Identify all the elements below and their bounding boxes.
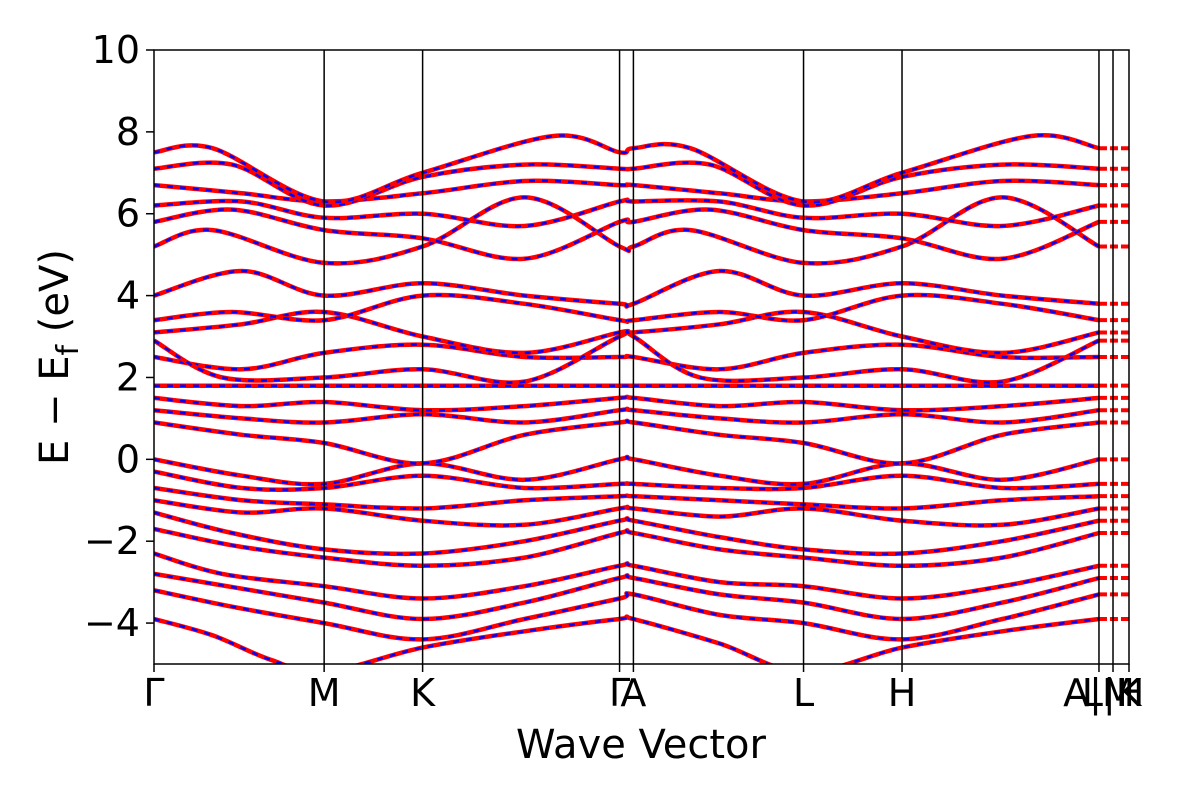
band-c1-spin-down bbox=[154, 419, 1100, 465]
x-tick-label: A bbox=[620, 671, 646, 715]
band-c9-spin-down bbox=[154, 269, 1100, 308]
band-v9-spin-down bbox=[154, 486, 1100, 510]
band-v10-spin-down bbox=[154, 470, 1100, 492]
band-c14-spin-down bbox=[154, 161, 1100, 207]
x-tick-label: K bbox=[1117, 671, 1143, 715]
y-axis-title-unit: (eV) bbox=[32, 249, 78, 345]
band-v6-spin-down bbox=[154, 527, 1100, 568]
band-c2-spin-down bbox=[154, 407, 1100, 424]
x-tick-label: H bbox=[888, 671, 917, 715]
band-c13-spin-down bbox=[154, 179, 1100, 203]
band-v11-spin-down bbox=[154, 455, 1100, 486]
plot-frame bbox=[153, 49, 1130, 665]
band-c10-spin-down bbox=[154, 196, 1100, 265]
y-tick-label: 4 bbox=[116, 274, 140, 318]
y-tick-label: −4 bbox=[84, 601, 140, 645]
x-tick-label: L|H bbox=[1082, 671, 1145, 716]
x-axis-title: Wave Vector bbox=[516, 722, 767, 768]
band-c15-spin-up bbox=[154, 133, 1100, 205]
band-c12-spin-up bbox=[154, 197, 1100, 229]
band-c5-spin-up bbox=[154, 342, 1100, 372]
y-tick-label: −2 bbox=[84, 519, 140, 563]
y-tick-label: 8 bbox=[116, 110, 140, 154]
band-v7-spin-down bbox=[154, 511, 1100, 556]
y-tick-label: 0 bbox=[116, 437, 140, 481]
x-axis: Γ M K ΓA L H A|ML|HK bbox=[143, 664, 1144, 716]
y-tick-label: 10 bbox=[92, 28, 140, 72]
x-tick-label: Γ bbox=[609, 671, 630, 715]
band-c7-spin-down bbox=[154, 310, 1100, 355]
band-lines bbox=[154, 133, 1129, 664]
y-axis-title: E − Ef (eV) bbox=[32, 249, 86, 465]
x-tick-label: M bbox=[308, 671, 341, 715]
x-tick-label: A|M bbox=[1063, 671, 1135, 716]
band-v8-spin-up bbox=[154, 498, 1100, 528]
band-v5-spin-down bbox=[154, 552, 1100, 600]
y-tick-label: 2 bbox=[116, 355, 140, 399]
band-c3-spin-down bbox=[154, 395, 1100, 412]
x-tick-label: K bbox=[410, 671, 436, 715]
y-axis: −4 −2 0 2 4 6 8 10 bbox=[84, 28, 154, 645]
y-axis-title-subscript: f bbox=[51, 343, 86, 355]
band-v2-spin-down bbox=[154, 615, 1100, 664]
y-axis-title-base: E − E bbox=[32, 355, 78, 465]
high-symmetry-lines bbox=[323, 50, 1114, 664]
x-tick-label: L bbox=[793, 671, 814, 715]
x-tick-label: Γ bbox=[143, 671, 164, 715]
y-tick-label: 6 bbox=[116, 192, 140, 236]
